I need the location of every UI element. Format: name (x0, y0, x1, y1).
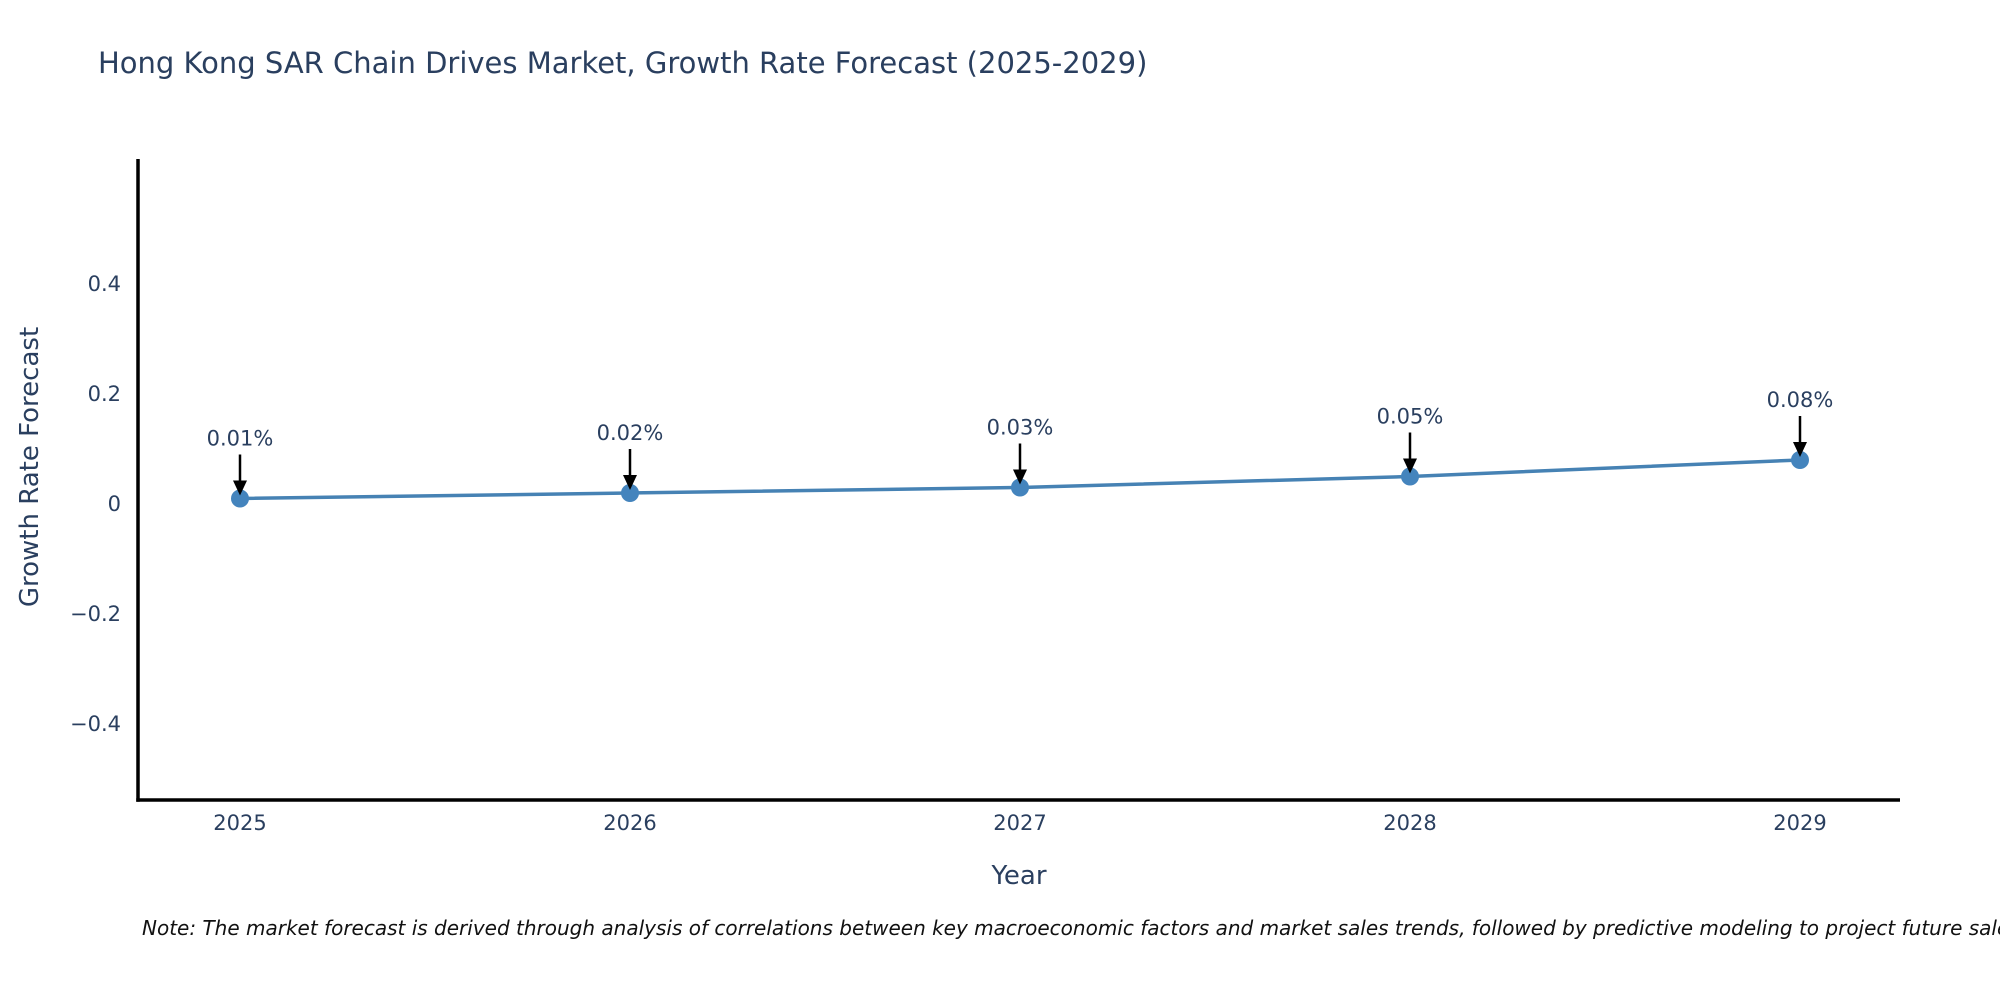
data-point-marker (621, 484, 639, 502)
data-point-marker (1011, 478, 1029, 497)
annotation-arrowhead (1793, 442, 1807, 457)
y-tick-label: 0.2 (88, 382, 121, 406)
chart-title: Hong Kong SAR Chain Drives Market, Growt… (98, 46, 1148, 80)
x-tick-label: 2026 (603, 811, 656, 835)
annotation-arrowhead (1403, 458, 1417, 474)
x-axis-title: Year (990, 861, 1046, 891)
y-tick-label: 0.4 (88, 272, 121, 296)
x-tick-label: 2025 (213, 811, 266, 835)
data-point-marker (1401, 467, 1419, 486)
chart-footnote: Note: The market forecast is derived thr… (142, 916, 2000, 940)
y-axis-title: Growth Rate Forecast (15, 327, 45, 607)
x-tick-label: 2027 (993, 811, 1046, 835)
data-point-marker (231, 489, 249, 508)
annotation-arrowhead (1013, 469, 1027, 485)
annotation-label: 0.02% (597, 421, 664, 445)
annotation-label: 0.05% (1377, 405, 1444, 429)
x-tick-label: 2029 (1773, 811, 1826, 835)
y-tick-label: 0 (108, 492, 121, 516)
x-tick-label: 2028 (1383, 811, 1436, 835)
annotation-label: 0.08% (1767, 388, 1834, 412)
annotation-label: 0.03% (987, 416, 1054, 440)
annotation-arrowhead (233, 480, 247, 496)
data-point-marker (1791, 451, 1809, 469)
annotation-arrowhead (623, 475, 637, 490)
y-tick-label: −0.4 (70, 712, 121, 736)
annotation-label: 0.01% (207, 427, 274, 451)
y-tick-label: −0.2 (70, 602, 121, 626)
